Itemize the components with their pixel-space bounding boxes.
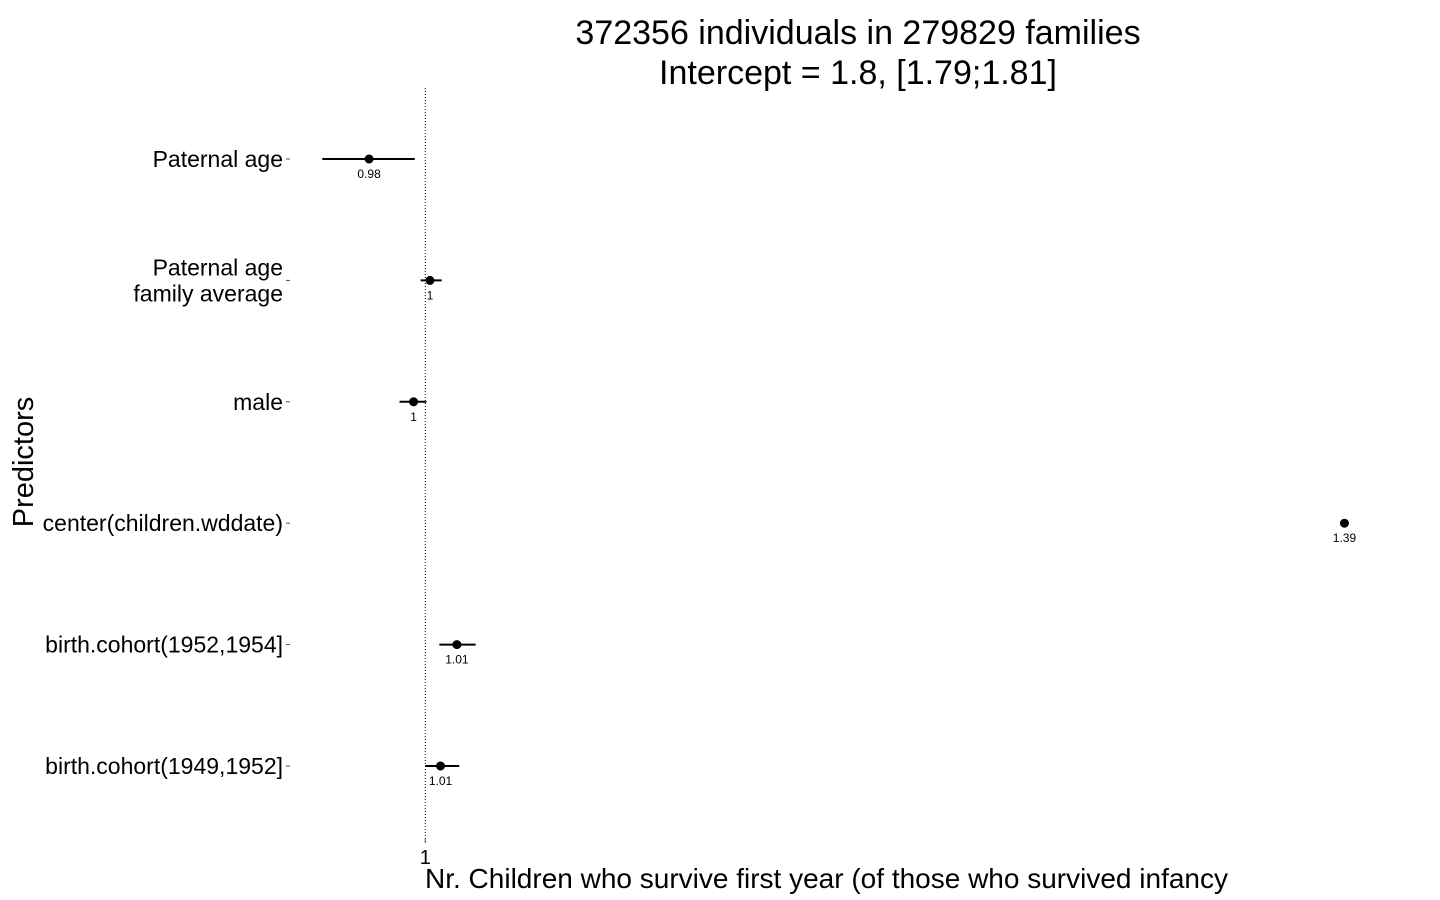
estimate-point	[364, 154, 374, 164]
y-tick-label: Paternal age	[153, 146, 283, 172]
y-tick-label: family average	[133, 280, 283, 306]
chart-title-line-2: Intercept = 1.8, [1.79;1.81]	[659, 54, 1057, 92]
y-axis-label: Predictors	[8, 397, 40, 528]
y-tick-label: birth.cohort(1949,1952]	[45, 753, 283, 779]
predictor-row: birth.cohort(1949,1952] 1.01	[45, 753, 460, 788]
x-axis-ticks: 1	[420, 838, 431, 869]
data-label: 0.98	[357, 167, 381, 181]
predictor-row: birth.cohort(1952,1954] 1.01	[45, 632, 476, 667]
data-label: 1.01	[429, 774, 453, 788]
estimate-point	[425, 275, 435, 285]
data-label: 1.01	[445, 653, 469, 667]
y-tick-label: male	[233, 389, 283, 415]
predictor-row: center(children.wddate) 1.39	[43, 510, 1357, 545]
estimate-point	[436, 761, 446, 771]
chart-title-line-1: 372356 individuals in 279829 families	[575, 14, 1140, 52]
x-axis-label: Nr. Children who survive first year (of …	[425, 863, 1228, 894]
predictor-row: Paternal age 0.98	[153, 146, 415, 181]
predictor-row: male 1	[233, 389, 427, 424]
estimate-point	[1339, 518, 1349, 528]
x-tick-label: 1	[420, 847, 431, 869]
data-label: 1	[410, 410, 417, 424]
y-tick-label: center(children.wddate)	[43, 510, 283, 536]
estimate-point	[452, 640, 462, 650]
estimate-point	[409, 397, 419, 407]
data-label: 1.39	[1333, 531, 1357, 545]
y-tick-label: Paternal age	[153, 254, 283, 280]
y-tick-label: birth.cohort(1952,1954]	[45, 632, 283, 658]
data-label: 1	[427, 288, 434, 302]
